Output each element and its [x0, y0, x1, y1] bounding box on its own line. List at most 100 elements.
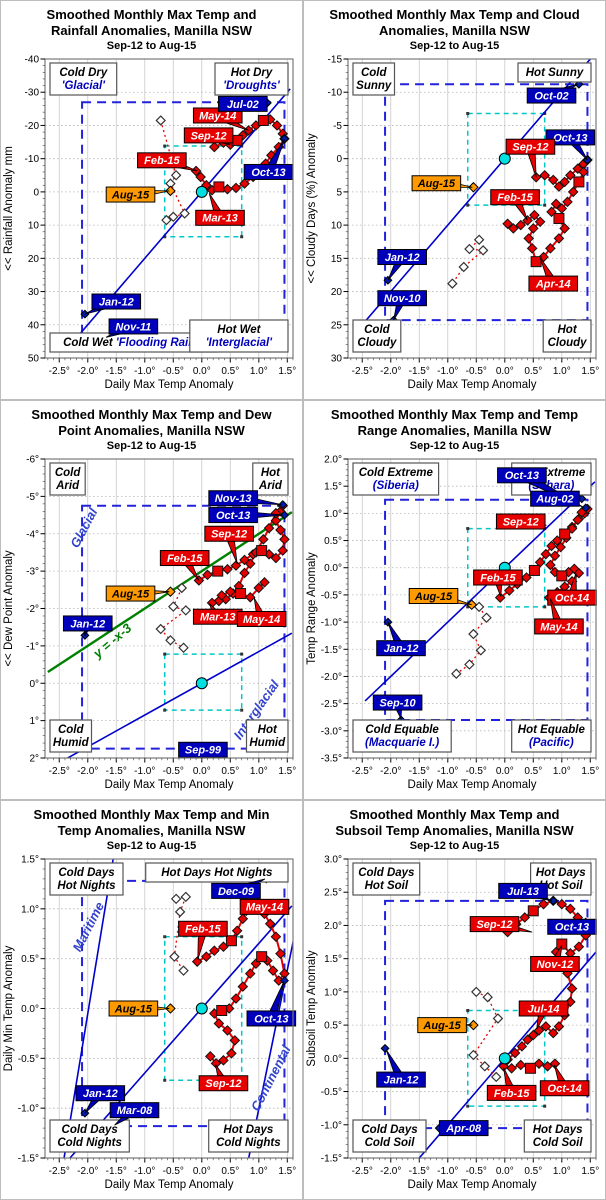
chart-title-line1: Smoothed Monthly Max Temp and Dew	[31, 407, 272, 422]
svg-text:Hot Days: Hot Days	[536, 867, 586, 879]
svg-text:1.0°: 1.0°	[324, 987, 342, 998]
svg-text:Cold Soil: Cold Soil	[533, 1137, 584, 1149]
quarter-marker	[528, 564, 540, 576]
svg-text:Nov-13: Nov-13	[215, 493, 252, 505]
quarter-marker	[530, 256, 542, 268]
svg-text:-1.0°: -1.0°	[134, 366, 155, 377]
svg-text:Apr-14: Apr-14	[535, 278, 571, 290]
svg-text:-2.5°: -2.5°	[352, 366, 373, 377]
svg-text:2.0°: 2.0°	[324, 455, 342, 466]
callout-nov-13: Nov-13	[208, 490, 282, 507]
plot-border	[347, 58, 597, 359]
svg-text:0.5°: 0.5°	[524, 366, 542, 377]
svg-text:-2.5°: -2.5°	[352, 1166, 373, 1177]
svg-text:May-14: May-14	[246, 902, 283, 914]
quarter-marker	[573, 176, 585, 188]
svg-text:0.5°: 0.5°	[324, 536, 342, 547]
svg-text:Nov-11: Nov-11	[115, 321, 151, 333]
svg-text:Hot: Hot	[261, 467, 281, 479]
svg-text:Nov-10: Nov-10	[384, 293, 422, 305]
callout-feb-15: Feb-15	[473, 569, 523, 597]
svg-text:-30: -30	[25, 88, 40, 99]
svg-text:Hot Wet: Hot Wet	[217, 324, 261, 336]
svg-text:-2.5°: -2.5°	[352, 766, 373, 777]
svg-text:Jul-13: Jul-13	[507, 886, 539, 898]
svg-text:10: 10	[28, 221, 40, 232]
callout-jan-12: Jan-12	[376, 621, 426, 657]
svg-text:40: 40	[28, 320, 40, 331]
svg-text:0.5°: 0.5°	[221, 366, 239, 377]
callout-oct-14: Oct-14	[539, 1064, 590, 1097]
quarter-marker	[556, 570, 568, 582]
plot-border	[347, 458, 597, 759]
svg-text:Hot Soil: Hot Soil	[365, 880, 409, 892]
svg-text:Dec-09: Dec-09	[218, 886, 255, 898]
svg-text:1.0°: 1.0°	[250, 366, 268, 377]
svg-text:-15: -15	[328, 55, 343, 66]
callout-feb-15: Feb-15	[178, 920, 228, 960]
svg-text:10: 10	[331, 221, 343, 232]
callout-sep-12: Sep-12	[204, 525, 254, 564]
svg-text:Mar-13: Mar-13	[202, 213, 237, 225]
callout-aug-15: Aug-15	[408, 587, 472, 606]
corner-label-tr: Hot Sunny	[517, 62, 592, 83]
svg-text:1.5°: 1.5°	[21, 855, 39, 866]
callout-jan-12: Jan-12	[376, 1049, 426, 1088]
svg-text:0.0°: 0.0°	[496, 1166, 514, 1177]
callout-aug-15: Aug-15	[105, 585, 170, 602]
svg-text:Oct-13: Oct-13	[216, 510, 250, 522]
svg-text:-0.5°: -0.5°	[466, 766, 487, 777]
svg-text:Aug-15: Aug-15	[111, 588, 150, 600]
callout-may-14: May-14	[236, 597, 287, 627]
svg-text:Cold Days: Cold Days	[58, 867, 114, 879]
panel-rainfall: Smoothed Monthly Max Temp and Rainfall A…	[0, 0, 303, 400]
chart-title-line2: Point Anomalies, Manilla NSW	[58, 423, 245, 438]
quarter-marker	[257, 114, 269, 126]
svg-text:Feb-15: Feb-15	[497, 192, 533, 204]
svg-text:-2.5°: -2.5°	[49, 1166, 70, 1177]
svg-text:1.5°: 1.5°	[278, 766, 296, 777]
origin-marker	[195, 185, 208, 198]
svg-text:25: 25	[331, 320, 343, 331]
reference-line	[364, 481, 596, 702]
svg-text:0.0°: 0.0°	[193, 766, 211, 777]
corner-label-tl: Cold Extreme(Siberia)	[352, 462, 440, 496]
svg-text:Sunny: Sunny	[356, 80, 392, 92]
quarter-marker	[553, 212, 565, 224]
axes: -2.5° -2.0° -1.5° -1.0° -0.5° 0.0° 0.5° 1.0° 1.5…	[3, 455, 296, 792]
record-range-box	[384, 83, 589, 322]
callout-oct-14: Oct-14	[547, 573, 597, 606]
svg-text:2°: 2°	[29, 754, 39, 765]
svg-text:50: 50	[28, 354, 40, 365]
svg-text:-5°: -5°	[26, 492, 39, 503]
svg-text:-5: -5	[333, 121, 342, 132]
svg-text:Aug-15: Aug-15	[417, 178, 456, 190]
svg-text:0.0°: 0.0°	[324, 1054, 342, 1065]
y-axis-title: Temp Range Anomaly	[306, 552, 318, 665]
svg-text:0: 0	[336, 154, 342, 165]
temp-range-scatter-plot: Cold Extreme(Siberia)Hot Extreme(Sahara)…	[304, 454, 605, 794]
chart-subtitle: Sep-12 to Aug-15	[106, 40, 197, 52]
quarter-marker	[556, 938, 568, 950]
svg-text:30: 30	[331, 354, 343, 365]
quarter-marker	[225, 935, 237, 947]
axes: -2.5° -2.0° -1.5° -1.0° -0.5° 0.0° 0.5° 1.0° 1.5…	[306, 855, 599, 1192]
x-axis-title: Daily Max Temp Anomaly	[105, 779, 234, 791]
svg-text:Sep-12: Sep-12	[205, 1078, 241, 1090]
svg-text:'Glacial': 'Glacial'	[62, 80, 106, 92]
svg-text:Jan-12: Jan-12	[384, 643, 419, 655]
corner-label-tl: Cold Dry'Glacial'	[49, 62, 118, 96]
svg-text:Nov-12: Nov-12	[537, 959, 574, 971]
svg-text:May-14: May-14	[540, 621, 577, 633]
svg-text:-0.5°: -0.5°	[18, 1054, 39, 1065]
quarter-marker	[216, 1004, 228, 1016]
svg-text:Hot Equable: Hot Equable	[518, 724, 586, 736]
callout-nov-11: Nov-11	[105, 318, 159, 338]
callout-nov-10: Nov-10	[377, 290, 427, 321]
